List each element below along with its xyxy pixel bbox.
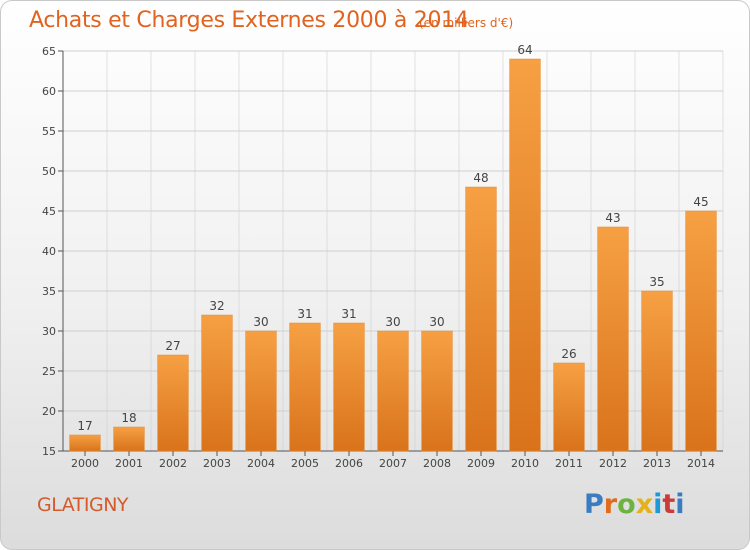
x-tick-label-2009: 2009 xyxy=(467,457,495,470)
y-tick-label: 30 xyxy=(42,325,56,338)
bar-2012 xyxy=(597,226,629,452)
bar-2003 xyxy=(201,314,233,452)
bar-2002 xyxy=(157,354,189,452)
x-tick-label-2005: 2005 xyxy=(291,457,319,470)
data-label-2009: 48 xyxy=(473,171,488,185)
data-label-2006: 31 xyxy=(341,307,356,321)
data-label-2013: 35 xyxy=(649,275,664,289)
bar-2013 xyxy=(641,290,673,452)
data-label-2014: 45 xyxy=(693,195,708,209)
x-tick-label-2001: 2001 xyxy=(115,457,143,470)
y-tick-label: 55 xyxy=(42,125,56,138)
chart-title: Achats et Charges Externes 2000 à 2014 xyxy=(29,8,469,33)
x-tick-label-2013: 2013 xyxy=(643,457,671,470)
y-tick-label: 25 xyxy=(42,365,56,378)
y-tick-label: 40 xyxy=(42,245,56,258)
data-label-2001: 18 xyxy=(121,411,136,425)
data-label-2003: 32 xyxy=(209,299,224,313)
data-label-2012: 43 xyxy=(605,211,620,225)
data-label-2007: 30 xyxy=(385,315,400,329)
bar-2011 xyxy=(553,362,585,452)
x-tick-label-2004: 2004 xyxy=(247,457,275,470)
x-tick-label-2006: 2006 xyxy=(335,457,363,470)
x-tick-label-2014: 2014 xyxy=(687,457,715,470)
data-label-2005: 31 xyxy=(297,307,312,321)
data-label-2002: 27 xyxy=(165,339,180,353)
data-label-2004: 30 xyxy=(253,315,268,329)
bar-2009 xyxy=(465,186,497,452)
bar-2004 xyxy=(245,330,277,452)
bar-2005 xyxy=(289,322,321,452)
bars xyxy=(69,58,717,452)
x-tick-label-2012: 2012 xyxy=(599,457,627,470)
x-tick-label-2007: 2007 xyxy=(379,457,407,470)
proxiti-logo: Proxiti xyxy=(584,489,685,520)
y-tick-label: 50 xyxy=(42,165,56,178)
data-label-2011: 26 xyxy=(561,347,576,361)
y-tick-label: 60 xyxy=(42,85,56,98)
data-label-2008: 30 xyxy=(429,315,444,329)
data-label-2010: 64 xyxy=(517,43,532,57)
y-tick-label: 20 xyxy=(42,405,56,418)
city-name: GLATIGNY xyxy=(37,494,129,516)
bar-2008 xyxy=(421,330,453,452)
data-label-2000: 17 xyxy=(77,419,92,433)
bar-2007 xyxy=(377,330,409,452)
x-tick-label-2008: 2008 xyxy=(423,457,451,470)
y-tick-label: 65 xyxy=(42,45,56,58)
bar-2006 xyxy=(333,322,365,452)
x-tick-label-2010: 2010 xyxy=(511,457,539,470)
x-tick-label-2003: 2003 xyxy=(203,457,231,470)
data-labels: 17 18 27 32 30 31 31 30 30 48 64 26 43 35 45 xyxy=(77,43,708,433)
bar-2000 xyxy=(69,434,101,452)
bar-2014 xyxy=(685,210,717,452)
x-tick-label-2011: 2011 xyxy=(555,457,583,470)
x-tick-label-2000: 2000 xyxy=(71,457,99,470)
bar-2010 xyxy=(509,58,541,452)
y-tick-label: 45 xyxy=(42,205,56,218)
chart-subtitle: (en milliers d'€) xyxy=(419,16,514,30)
x-tick-label-2002: 2002 xyxy=(159,457,187,470)
y-tick-label: 35 xyxy=(42,285,56,298)
y-tick-label: 15 xyxy=(42,445,56,458)
bar-2001 xyxy=(113,426,145,452)
